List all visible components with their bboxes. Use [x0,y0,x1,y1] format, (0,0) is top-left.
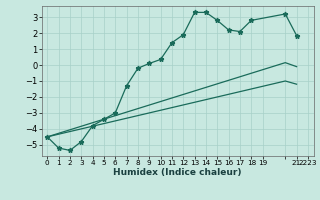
X-axis label: Humidex (Indice chaleur): Humidex (Indice chaleur) [113,168,242,177]
